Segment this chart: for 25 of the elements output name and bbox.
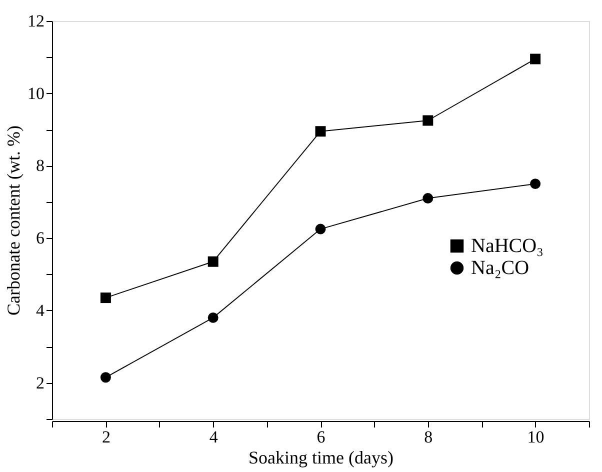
x-tick-label: 4 [209,428,218,446]
y-tick-label: 10 [28,84,44,103]
x-axis-title: Soaking time (days) [248,448,394,468]
point [530,54,541,64]
y-tick-label: 12 [28,12,44,30]
x-tick-label: 2 [102,428,110,446]
legend-label: NaHCO₃ [471,235,544,257]
point [530,178,541,190]
point [100,372,111,383]
point [315,126,326,137]
y-axis-title: Carbonate content (wt. %) [4,126,24,316]
point [315,224,326,234]
x-tick-label: 8 [424,428,433,446]
point [208,312,218,323]
y-tick-label: 6 [36,228,44,248]
x-tick-label: 6 [316,428,326,446]
y-tick-label: 8 [36,156,44,176]
y-tick-label: 4 [36,300,45,320]
x-tick-label: 10 [527,428,544,446]
point [422,115,434,126]
y-tick-label: 2 [36,373,44,392]
point [208,256,218,267]
legend-label: Na₂CO [471,257,530,279]
point [422,193,434,204]
point [100,292,111,304]
